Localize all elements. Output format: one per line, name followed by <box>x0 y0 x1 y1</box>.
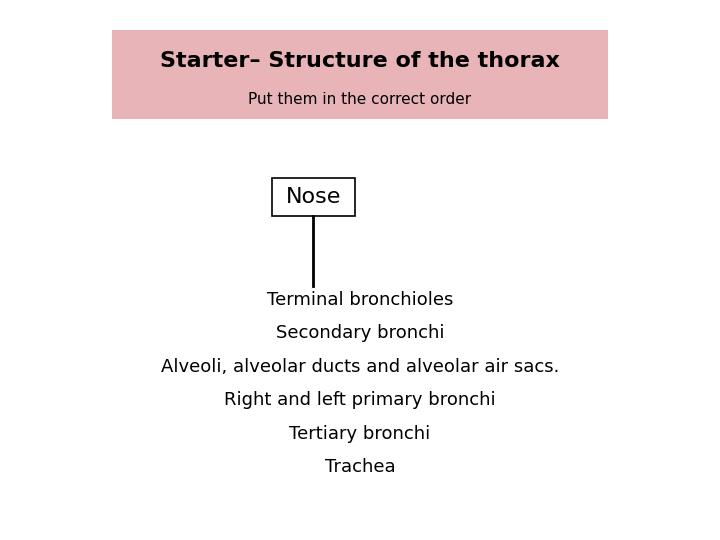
FancyBboxPatch shape <box>112 30 608 119</box>
Text: Tertiary bronchi: Tertiary bronchi <box>289 424 431 443</box>
Text: Terminal bronchioles: Terminal bronchioles <box>267 291 453 309</box>
Text: Alveoli, alveolar ducts and alveolar air sacs.: Alveoli, alveolar ducts and alveolar air… <box>161 357 559 376</box>
Text: Trachea: Trachea <box>325 458 395 476</box>
Text: Right and left primary bronchi: Right and left primary bronchi <box>224 391 496 409</box>
FancyBboxPatch shape <box>272 178 355 216</box>
Text: Nose: Nose <box>286 187 341 207</box>
Text: Starter– Structure of the thorax: Starter– Structure of the thorax <box>160 51 560 71</box>
Text: Secondary bronchi: Secondary bronchi <box>276 324 444 342</box>
Text: Put them in the correct order: Put them in the correct order <box>248 92 472 107</box>
